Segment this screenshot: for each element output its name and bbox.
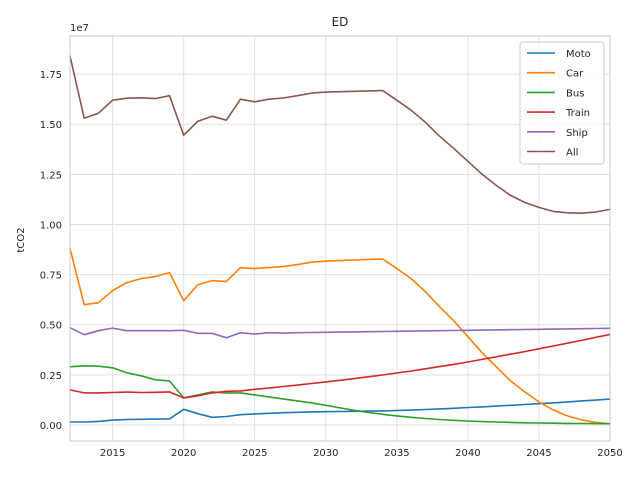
- legend-label-car: Car: [566, 69, 584, 80]
- y-tick-label: 1.50: [40, 120, 62, 131]
- legend-label-ship: Ship: [566, 128, 588, 139]
- y-tick-label: 1.75: [40, 70, 62, 81]
- x-tick-label: 2030: [313, 448, 338, 459]
- legend-label-train: Train: [565, 108, 590, 119]
- y-tick-labels: 0.00 0.25 0.50 0.75 1.00 1.25 1.50 1.75: [40, 70, 62, 432]
- legend-label-moto: Moto: [566, 49, 591, 60]
- x-tick-label: 2015: [100, 448, 125, 459]
- y-tick-label: 1.00: [40, 220, 62, 231]
- series-line-bus: [69, 364, 611, 425]
- y-axis-label: tCO2: [16, 227, 27, 252]
- x-tick-label: 2040: [455, 448, 480, 459]
- chart-title: ED: [332, 15, 349, 29]
- series-line-moto: [69, 398, 611, 423]
- legend: Moto Car Bus Train Ship All: [519, 41, 605, 165]
- series-line-car: [69, 247, 611, 425]
- x-tick-label: 2035: [384, 448, 409, 459]
- series-line-train: [69, 333, 611, 399]
- legend-box: [519, 41, 605, 165]
- y-tick-label: 0.00: [40, 421, 62, 432]
- y-tick-label: 0.50: [40, 321, 62, 332]
- x-tick-label: 2045: [526, 448, 551, 459]
- y-offset-label: 1e7: [70, 23, 89, 34]
- x-tick-labels: 2015 2020 2025 2030 2035 2040 2045 2050: [100, 448, 623, 459]
- series-lines: [69, 55, 611, 425]
- series-line-ship: [69, 326, 611, 339]
- x-tick-label: 2050: [597, 448, 622, 459]
- y-tick-label: 1.25: [40, 170, 62, 181]
- x-tick-label: 2025: [242, 448, 267, 459]
- y-tick-label: 0.25: [40, 371, 62, 382]
- y-tick-label: 0.75: [40, 271, 62, 282]
- x-tick-label: 2020: [171, 448, 196, 459]
- series-line-all: [69, 55, 611, 214]
- legend-label-all: All: [566, 148, 578, 159]
- legend-label-bus: Bus: [566, 88, 584, 99]
- plot-frame: [69, 35, 611, 442]
